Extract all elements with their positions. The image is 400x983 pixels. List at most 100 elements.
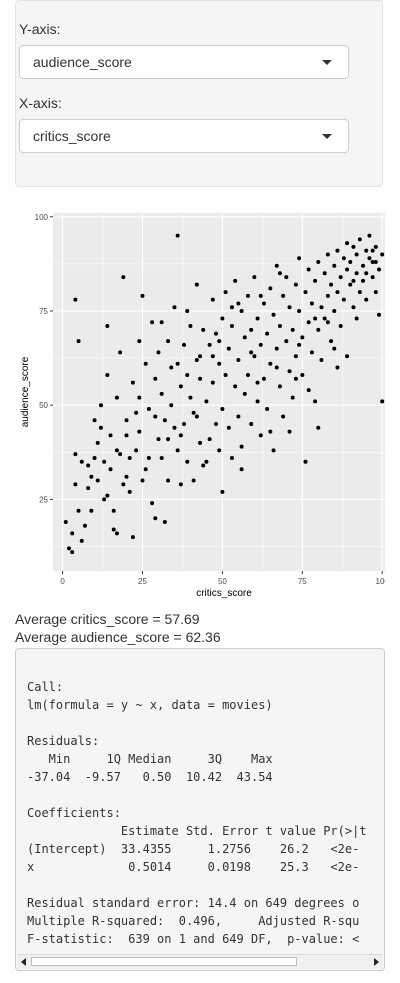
data-point bbox=[258, 342, 263, 347]
data-point bbox=[156, 437, 161, 442]
data-point bbox=[297, 308, 302, 313]
data-point bbox=[153, 376, 158, 381]
data-point bbox=[367, 256, 372, 261]
data-point bbox=[210, 354, 215, 359]
data-point bbox=[329, 282, 334, 287]
data-point bbox=[166, 437, 171, 442]
data-point bbox=[194, 282, 199, 287]
data-point bbox=[111, 508, 116, 513]
data-point bbox=[332, 346, 337, 351]
data-point bbox=[118, 452, 123, 457]
data-point bbox=[229, 324, 234, 329]
data-point bbox=[242, 391, 247, 396]
data-point bbox=[162, 520, 167, 525]
data-point bbox=[98, 403, 103, 408]
data-point bbox=[268, 361, 273, 366]
data-point bbox=[239, 467, 244, 472]
data-point bbox=[281, 414, 286, 419]
data-point bbox=[380, 252, 385, 257]
data-point bbox=[121, 275, 126, 280]
data-point bbox=[271, 448, 276, 453]
x-tick-label: 25 bbox=[138, 577, 147, 586]
data-point bbox=[92, 418, 97, 423]
plot-panel bbox=[53, 213, 385, 571]
data-point bbox=[309, 301, 314, 306]
data-point bbox=[377, 312, 382, 317]
y-axis-select[interactable]: audience_score bbox=[19, 45, 349, 79]
data-point bbox=[351, 244, 356, 249]
data-point bbox=[322, 271, 327, 276]
data-point bbox=[290, 327, 295, 332]
data-point bbox=[345, 354, 350, 359]
data-point bbox=[361, 278, 366, 283]
data-point bbox=[316, 425, 321, 430]
data-point bbox=[300, 373, 305, 378]
data-point bbox=[204, 459, 209, 464]
data-point bbox=[245, 293, 250, 298]
data-point bbox=[214, 331, 219, 336]
data-point bbox=[172, 305, 177, 310]
data-point bbox=[239, 308, 244, 313]
y-tick-label: 100 bbox=[35, 213, 49, 222]
data-point bbox=[185, 373, 190, 378]
data-point bbox=[114, 395, 119, 400]
data-point bbox=[242, 335, 247, 340]
data-point bbox=[277, 384, 282, 389]
data-point bbox=[361, 263, 366, 268]
scatter-plot: 0 25 50 75 100 25 50 75 100 critics_score audience… bbox=[20, 213, 385, 599]
data-point bbox=[76, 508, 81, 513]
data-point bbox=[268, 429, 273, 434]
data-point bbox=[271, 312, 276, 317]
data-point bbox=[223, 290, 228, 295]
data-point bbox=[150, 320, 155, 325]
data-point bbox=[348, 259, 353, 264]
data-point bbox=[124, 418, 129, 423]
data-point bbox=[79, 538, 84, 543]
average-y-text: Average audience_score = 62.36 bbox=[15, 629, 221, 645]
data-point bbox=[335, 248, 340, 253]
data-point bbox=[313, 399, 318, 404]
y-axis-label: Y-axis: bbox=[19, 21, 61, 37]
input-panel bbox=[15, 0, 383, 187]
data-point bbox=[319, 357, 324, 362]
data-point bbox=[89, 508, 94, 513]
data-point bbox=[162, 418, 167, 423]
data-point bbox=[198, 376, 203, 381]
scrollbar-thumb[interactable] bbox=[31, 957, 297, 966]
data-point bbox=[332, 263, 337, 268]
data-point bbox=[178, 384, 183, 389]
x-tick-label: 50 bbox=[218, 577, 227, 586]
data-point bbox=[284, 339, 289, 344]
horizontal-scrollbar[interactable] bbox=[17, 954, 383, 969]
data-point bbox=[255, 316, 260, 321]
data-point bbox=[95, 440, 100, 445]
data-point bbox=[341, 256, 346, 261]
data-point bbox=[290, 395, 295, 400]
data-point bbox=[66, 546, 71, 551]
data-point bbox=[258, 433, 263, 438]
y-tick-label: 25 bbox=[39, 495, 48, 504]
scroll-right-arrow-icon[interactable] bbox=[374, 958, 379, 966]
data-point bbox=[249, 350, 254, 355]
data-point bbox=[70, 550, 75, 555]
data-point bbox=[194, 357, 199, 362]
data-point bbox=[73, 482, 78, 487]
scroll-left-arrow-icon[interactable] bbox=[21, 958, 26, 966]
data-point bbox=[217, 361, 222, 366]
data-point bbox=[159, 391, 164, 396]
x-axis-select[interactable]: critics_score bbox=[19, 119, 349, 153]
data-point bbox=[86, 486, 91, 491]
data-point bbox=[329, 339, 334, 344]
data-point bbox=[198, 354, 203, 359]
y-tick-label: 50 bbox=[39, 401, 48, 410]
data-point bbox=[134, 410, 139, 415]
data-point bbox=[175, 448, 180, 453]
data-point bbox=[111, 527, 116, 532]
data-point bbox=[137, 429, 142, 434]
data-point bbox=[223, 373, 228, 378]
data-point bbox=[217, 448, 222, 453]
data-point bbox=[300, 335, 305, 340]
data-point bbox=[345, 241, 350, 246]
data-point bbox=[210, 380, 215, 385]
data-point bbox=[226, 346, 231, 351]
